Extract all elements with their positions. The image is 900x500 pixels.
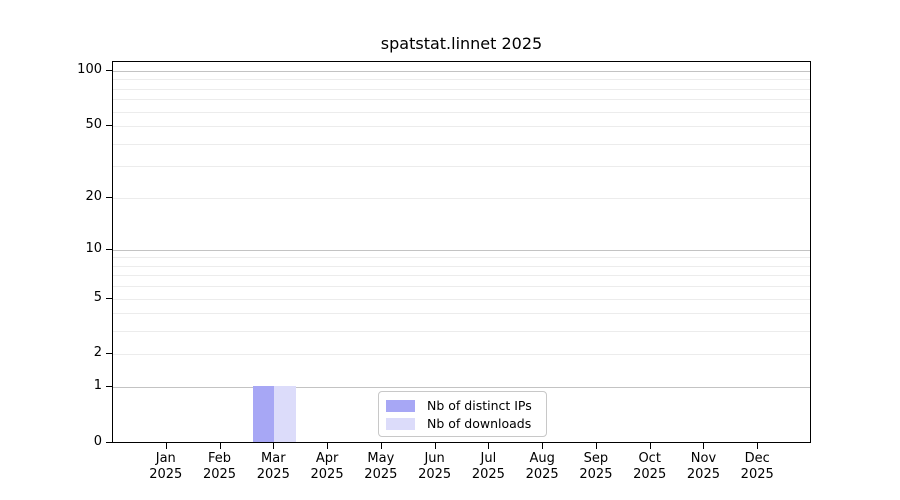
x-axis-tick-label: May 2025 [364, 451, 398, 482]
y-axis-tick-label: 2 [93, 345, 102, 361]
gridline-major [113, 70, 810, 72]
y-axis-tick [106, 353, 112, 355]
gridline-minor [113, 298, 810, 300]
gridline-minor [113, 313, 810, 315]
y-axis-tick [106, 442, 112, 443]
plot-area [112, 61, 811, 443]
x-axis-tick [488, 443, 490, 449]
x-axis-tick [380, 443, 382, 449]
y-axis-tick [106, 297, 112, 299]
gridline-minor [113, 354, 810, 356]
x-axis-tick [649, 443, 651, 449]
gridline-minor [113, 126, 810, 128]
y-axis-tick [106, 386, 112, 388]
y-axis-tick [106, 125, 112, 127]
x-axis-tick [434, 443, 436, 449]
gridline-minor [113, 257, 810, 259]
gridline-minor [113, 265, 810, 267]
legend-label: Nb of downloads [427, 416, 532, 431]
legend-swatch-nb-of-distinct-ips [386, 399, 415, 412]
y-axis-tick-label: 20 [85, 188, 102, 204]
gridline-major [113, 387, 810, 389]
x-axis-tick [327, 443, 329, 449]
x-axis-tick [757, 443, 759, 449]
x-axis-tick-label: Aug 2025 [525, 451, 559, 482]
legend-label: Nb of distinct IPs [427, 398, 532, 413]
legend-item: Nb of downloads [386, 415, 540, 432]
x-axis-tick-label: Apr 2025 [310, 451, 344, 482]
chart-title: spatstat.linnet 2025 [380, 34, 543, 53]
x-axis-tick [273, 443, 275, 449]
x-axis-tick-label: Dec 2025 [740, 451, 774, 482]
y-axis-tick [106, 69, 112, 71]
y-axis-tick-label: 100 [77, 61, 102, 77]
x-axis-tick-label: Oct 2025 [633, 451, 667, 482]
x-axis-tick-label: Jun 2025 [418, 451, 452, 482]
x-axis-tick-label: Jan 2025 [149, 451, 183, 482]
y-axis-tick [106, 248, 112, 250]
x-axis-tick [219, 443, 221, 449]
y-axis-tick-label: 0 [93, 434, 102, 449]
y-axis-tick [106, 196, 112, 198]
x-axis-tick [595, 443, 597, 449]
y-axis-tick-label: 5 [93, 289, 102, 305]
gridline-minor [113, 197, 810, 199]
x-axis-tick-label: Mar 2025 [256, 451, 290, 482]
gridline-minor [113, 166, 810, 168]
legend-swatch-nb-of-downloads [386, 417, 415, 430]
x-axis-tick [165, 443, 167, 449]
x-axis-tick-label: Feb 2025 [202, 451, 237, 482]
gridline-minor [113, 88, 810, 90]
gridline-minor [113, 79, 810, 81]
bar-nb-of-distinct-ips [252, 386, 275, 442]
legend: Nb of distinct IPs Nb of downloads [378, 391, 547, 437]
gridline-minor [113, 286, 810, 288]
gridline-minor [113, 331, 810, 333]
x-axis-tick-label: Nov 2025 [686, 451, 720, 482]
bar-nb-of-downloads [274, 386, 296, 442]
y-axis-tick-label: 10 [85, 240, 102, 256]
legend-item: Nb of distinct IPs [386, 397, 540, 414]
x-axis-tick [703, 443, 705, 449]
y-axis-tick-label: 1 [93, 378, 102, 394]
x-axis-tick [542, 443, 544, 449]
gridline-minor [113, 99, 810, 101]
gridline-minor [113, 111, 810, 113]
x-axis-tick-label: Sep 2025 [579, 451, 613, 482]
gridline-major [113, 249, 810, 251]
gridline-minor [113, 275, 810, 277]
gridline-minor [113, 143, 810, 145]
x-axis-tick-label: Jul 2025 [471, 451, 505, 482]
y-axis-tick-label: 50 [85, 117, 102, 133]
